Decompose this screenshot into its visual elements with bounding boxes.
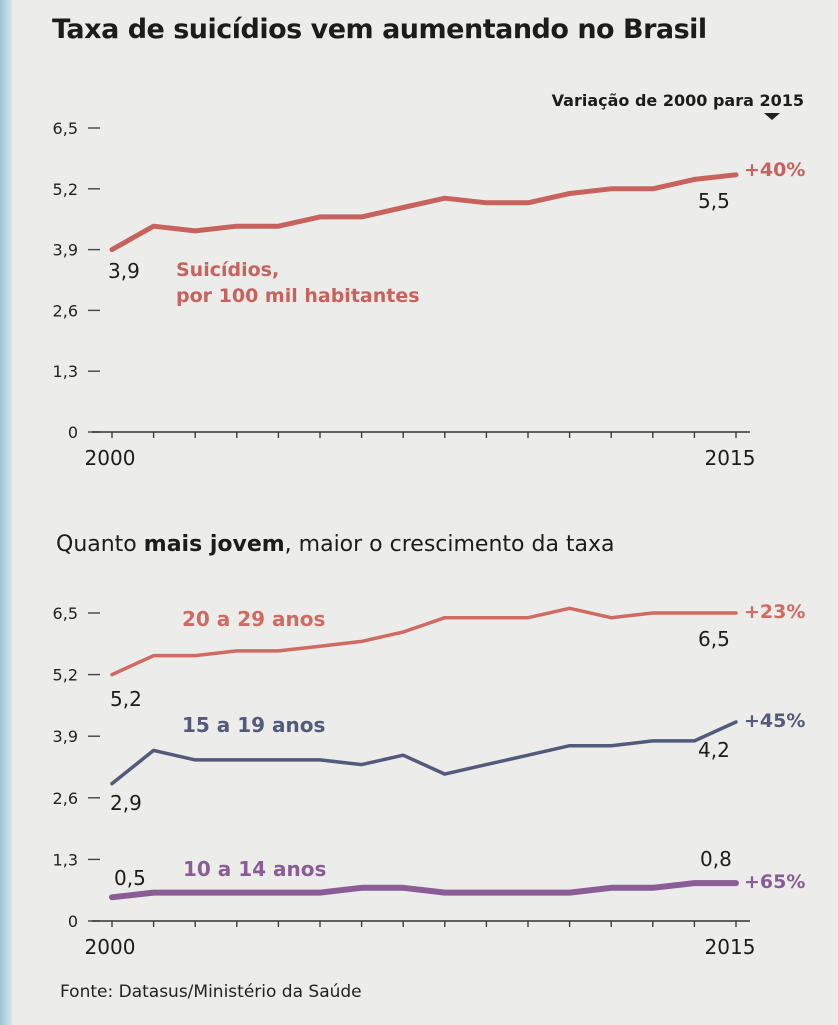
y-tick-label: 0 [68, 912, 78, 931]
y-tick-label: 2,6 [53, 789, 78, 808]
series-line [110, 606, 738, 677]
series-name: 15 a 19 anos [182, 713, 325, 737]
end-value-label: 6,5 [698, 627, 730, 651]
x-tick-label-start: 2000 [85, 935, 136, 959]
start-value-label: 0,5 [114, 866, 146, 890]
y-tick-label: 1,3 [53, 850, 78, 869]
change-label: +23% [744, 601, 805, 623]
y-tick-label: 3,9 [53, 727, 78, 746]
series-name: 20 a 29 anos [182, 607, 325, 631]
y-tick-label: 3,9 [53, 241, 78, 260]
change-label: +40% [744, 159, 805, 181]
end-value-label: 5,5 [698, 189, 730, 213]
y-tick-label: 6,5 [53, 119, 78, 138]
down-arrow-icon [764, 113, 780, 120]
x-tick-label-start: 2000 [85, 446, 136, 470]
series-line [109, 880, 739, 901]
y-tick-label: 1,3 [53, 362, 78, 381]
end-value-label: 0,8 [700, 847, 732, 871]
start-value-label: 2,9 [110, 791, 142, 815]
chart2-subtitle-bold: mais jovem [143, 532, 285, 557]
start-value-label: 5,2 [110, 687, 142, 711]
page-edge [0, 0, 12, 1025]
chart2-subtitle-pre: Quanto [56, 532, 144, 557]
series-line [110, 720, 738, 786]
chart-title: Taxa de suicídios vem aumentando no Bras… [52, 14, 707, 45]
y-tick-label: 2,6 [53, 301, 78, 320]
change-label: +45% [744, 710, 805, 732]
series-name-line1: Suicídios, [176, 259, 279, 281]
series-name-line2: por 100 mil habitantes [176, 285, 420, 307]
chart2-subtitle-post: , maior o crescimento da taxa [284, 532, 615, 557]
change-label: +65% [744, 871, 805, 893]
x-tick-label-end: 2015 [705, 935, 756, 959]
end-value-label: 4,2 [698, 738, 730, 762]
y-tick-label: 6,5 [53, 604, 78, 623]
series-name: 10 a 14 anos [183, 857, 326, 881]
y-tick-label: 5,2 [53, 180, 78, 199]
source-note: Fonte: Datasus/Ministério da Saúde [60, 982, 362, 1002]
x-tick-label-end: 2015 [705, 446, 756, 470]
start-value-label: 3,9 [108, 259, 140, 283]
variation-note: Variação de 2000 para 2015 [552, 91, 804, 110]
chart2-subtitle: Quanto mais jovem, maior o crescimento d… [56, 532, 615, 557]
y-tick-label: 0 [68, 423, 78, 442]
series-line [109, 172, 739, 253]
y-tick-label: 5,2 [53, 666, 78, 685]
